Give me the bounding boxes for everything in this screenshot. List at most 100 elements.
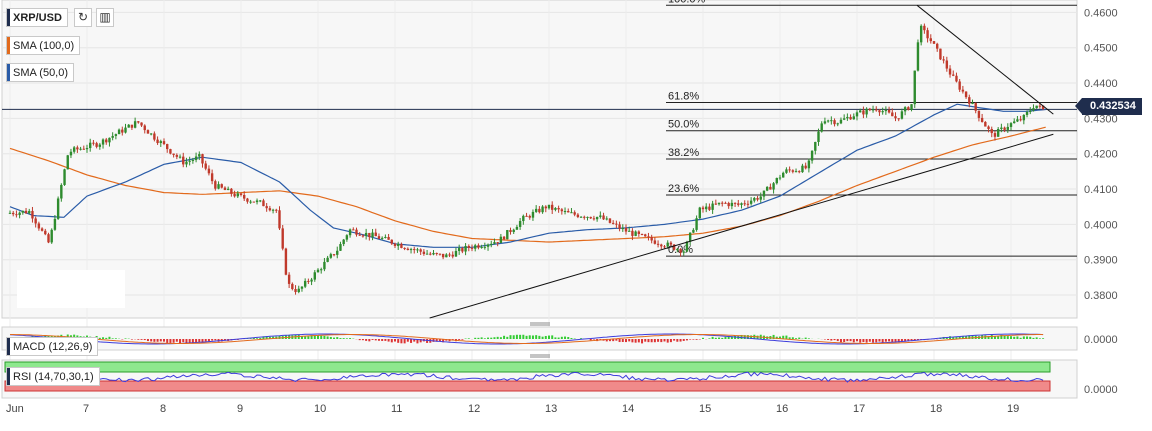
x-tick-label: 14 <box>622 403 634 415</box>
macd-histogram-bar <box>727 336 730 339</box>
candle-body <box>785 169 788 173</box>
macd-histogram-bar <box>702 337 704 339</box>
macd-histogram-bar <box>798 337 801 339</box>
candle-body <box>169 149 172 154</box>
macd-histogram-bar <box>657 339 660 342</box>
candle-body <box>153 133 156 140</box>
candle-body <box>259 200 262 202</box>
candle-body <box>855 112 859 117</box>
sma50-legend[interactable]: SMA (50,0) <box>6 63 75 82</box>
rsi-legend[interactable]: RSI (14,70,30,1) <box>6 367 100 386</box>
candle-body <box>916 42 920 71</box>
candle-body <box>772 183 775 190</box>
candle-body <box>666 242 669 247</box>
candle-body <box>156 139 159 144</box>
candle-body <box>191 159 195 161</box>
symbol-text: XRP/USD <box>13 12 62 24</box>
candle-body <box>608 218 612 223</box>
candle-body <box>182 156 185 165</box>
macd-histogram-bar <box>1006 336 1009 339</box>
macd-histogram-bar <box>111 338 114 339</box>
candle-body <box>255 200 259 203</box>
candle-body <box>416 249 419 251</box>
candle-body <box>377 236 381 239</box>
candle-body <box>692 229 695 233</box>
macd-histogram-bar <box>179 339 182 344</box>
candle-body <box>111 135 114 138</box>
candle-body <box>72 147 76 152</box>
macd-histogram-bar <box>538 335 541 339</box>
candle-body <box>1009 123 1013 127</box>
bar-chart-icon[interactable]: ▥ <box>96 8 114 27</box>
macd-histogram-bar <box>73 334 76 339</box>
candle-body <box>698 207 701 219</box>
candle-body <box>101 139 105 145</box>
sma50-legend-label: SMA (50,0) <box>13 67 69 79</box>
macd-histogram-bar <box>1000 334 1003 339</box>
candle-body <box>371 232 374 237</box>
candle-body <box>849 116 852 120</box>
symbol-label[interactable]: XRP/USD <box>6 8 68 27</box>
candle-body <box>563 210 567 212</box>
refresh-icon[interactable]: ↻ <box>74 8 92 27</box>
macd-histogram-bar <box>856 339 858 342</box>
macd-histogram-bar <box>644 339 647 342</box>
candle-body <box>631 230 634 236</box>
candle-body <box>281 228 284 249</box>
macd-histogram-bar <box>1029 336 1032 339</box>
candle-body <box>486 244 490 247</box>
rsi-line <box>9 371 1044 383</box>
candle-body <box>557 207 560 210</box>
y-tick-label: 0.4300 <box>1084 113 1118 125</box>
macd-histogram-bar <box>907 339 910 342</box>
macd-legend[interactable]: MACD (12,26,9) <box>6 337 99 356</box>
macd-histogram-bar <box>153 339 156 342</box>
candle-body <box>140 122 143 126</box>
macd-histogram-bar <box>605 339 608 342</box>
candle-body <box>778 177 782 179</box>
candle-body <box>457 248 461 251</box>
macd-histogram-bar <box>637 339 640 343</box>
macd-histogram-bar <box>782 335 785 339</box>
sma100-legend[interactable]: SMA (100,0) <box>6 36 81 55</box>
rsi-value-tick: 0.0000 <box>1084 384 1118 396</box>
candle-body <box>429 253 432 255</box>
macd-histogram-bar <box>599 339 602 340</box>
macd-histogram-bar <box>666 339 669 343</box>
candle-body <box>66 155 69 170</box>
macd-histogram-bar <box>304 336 307 339</box>
candle-body <box>95 143 98 147</box>
candle-body <box>721 202 724 204</box>
candle-body <box>990 129 993 134</box>
candle-body <box>252 201 256 203</box>
macd-histogram-bar <box>435 339 438 342</box>
candle-body <box>320 269 323 271</box>
candle-body <box>714 203 718 205</box>
candle-body <box>798 171 801 173</box>
macd-histogram-bar <box>663 339 666 342</box>
macd-histogram-bar <box>714 337 717 339</box>
candle-body <box>63 169 66 185</box>
candle-body <box>640 233 644 235</box>
candle-body <box>567 210 570 213</box>
macd-histogram-bar <box>419 339 422 343</box>
macd-histogram-bar <box>862 339 865 343</box>
macd-histogram-bar <box>262 336 265 339</box>
macd-histogram-bar <box>660 339 663 343</box>
macd-histogram-bar <box>746 335 749 339</box>
macd-histogram-bar <box>146 339 149 342</box>
x-tick-label: 17 <box>853 403 865 415</box>
macd-histogram-bar <box>163 339 165 342</box>
candle-body <box>82 148 85 150</box>
candle-body <box>467 245 470 248</box>
macd-histogram-bar <box>997 336 1000 339</box>
candle-body <box>727 203 730 207</box>
candle-body <box>307 280 310 282</box>
candle-body <box>743 203 746 205</box>
macd-histogram-bar <box>390 339 393 343</box>
macd-histogram-bar <box>615 339 618 341</box>
candle-body <box>480 246 483 248</box>
candle-body <box>583 216 586 218</box>
macd-histogram-bar <box>406 339 409 342</box>
candle-body <box>695 218 698 230</box>
